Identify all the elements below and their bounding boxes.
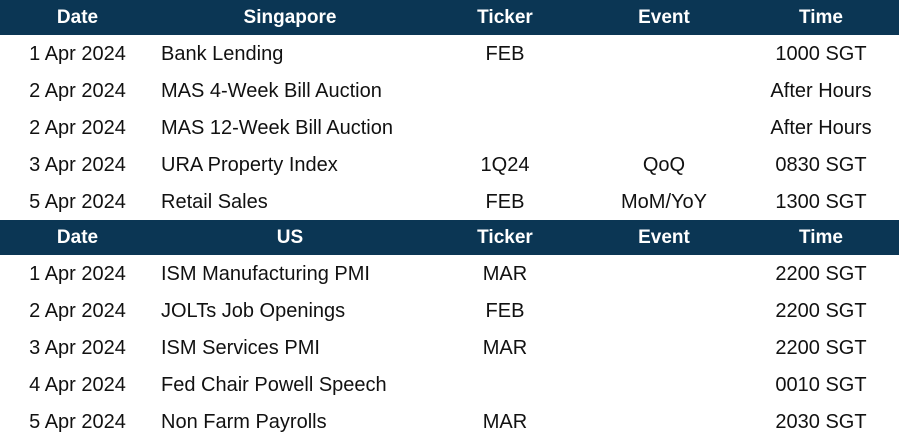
row-time: 0830 SGT [775,153,867,176]
header-time: Time [798,6,843,28]
row-date: 2 Apr 2024 [29,116,126,139]
table-row: 5 Apr 2024 Retail Sales FEB MoM/YoY 1300… [0,183,899,220]
row-event-name: JOLTs Job Openings [161,299,346,322]
header-event: Event [638,226,690,248]
row-date: 1 Apr 2024 [29,42,126,65]
row-event-name: Fed Chair Powell Speech [161,373,387,396]
table-row: 2 Apr 2024 MAS 12-Week Bill Auction Afte… [0,109,899,146]
row-time: 2200 SGT [775,299,867,322]
row-ticker: MAR [482,336,528,359]
table-row: 2 Apr 2024 JOLTs Job Openings FEB 2200 S… [0,292,899,329]
row-event-name: Non Farm Payrolls [161,410,327,433]
row-event-type: MoM/YoY [621,190,707,213]
row-time: After Hours [770,79,872,102]
row-ticker: FEB [485,190,525,213]
row-ticker: FEB [485,299,525,322]
table-row: 5 Apr 2024 Non Farm Payrolls MAR 2030 SG… [0,403,899,440]
row-time: 0010 SGT [775,373,867,396]
table-row: 2 Apr 2024 MAS 4-Week Bill Auction After… [0,72,899,109]
row-date: 2 Apr 2024 [29,79,126,102]
header-event: Event [638,6,690,28]
header-row-singapore: Date Singapore Ticker Event Time [0,0,899,35]
table-row: 3 Apr 2024 ISM Services PMI MAR 2200 SGT [0,329,899,366]
row-event-name: MAS 4-Week Bill Auction [161,79,382,102]
header-ticker: Ticker [477,6,533,28]
table-row: 3 Apr 2024 URA Property Index 1Q24 QoQ 0… [0,146,899,183]
header-region: US [276,226,304,248]
table-row: 1 Apr 2024 ISM Manufacturing PMI MAR 220… [0,255,899,292]
row-date: 5 Apr 2024 [29,190,126,213]
table-row: 4 Apr 2024 Fed Chair Powell Speech 0010 … [0,366,899,403]
row-date: 3 Apr 2024 [29,153,126,176]
header-row-us: Date US Ticker Event Time [0,220,899,255]
row-event-name: Retail Sales [161,190,268,213]
row-date: 2 Apr 2024 [29,299,126,322]
row-event-name: ISM Manufacturing PMI [161,262,370,285]
row-time: 1300 SGT [775,190,867,213]
row-time: 2200 SGT [775,262,867,285]
row-event-name: Bank Lending [161,42,284,65]
row-date: 1 Apr 2024 [29,262,126,285]
row-event-name: URA Property Index [161,153,338,176]
row-time: After Hours [770,116,872,139]
row-ticker: 1Q24 [480,153,530,176]
row-time: 2030 SGT [775,410,867,433]
header-time: Time [798,226,843,248]
header-date: Date [56,226,99,248]
row-time: 2200 SGT [775,336,867,359]
row-event-type: QoQ [642,153,686,176]
table-row: 1 Apr 2024 Bank Lending FEB 1000 SGT [0,35,899,72]
row-ticker: MAR [482,262,528,285]
row-event-name: ISM Services PMI [161,336,320,359]
header-region: Singapore [243,6,337,28]
row-time: 1000 SGT [775,42,867,65]
row-ticker: MAR [482,410,528,433]
header-date: Date [56,6,99,28]
row-date: 3 Apr 2024 [29,336,126,359]
row-date: 4 Apr 2024 [29,373,126,396]
row-ticker: FEB [485,42,525,65]
row-event-name: MAS 12-Week Bill Auction [161,116,393,139]
header-ticker: Ticker [477,226,533,248]
row-date: 5 Apr 2024 [29,410,126,433]
